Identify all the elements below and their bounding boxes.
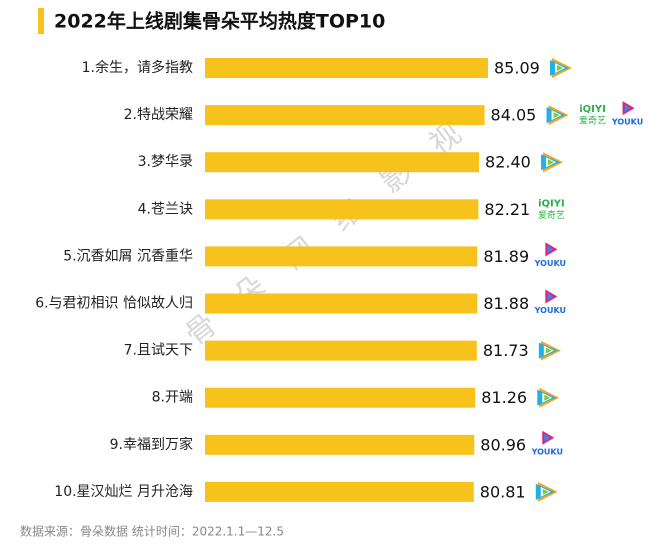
value-label: 81.89 — [483, 247, 529, 266]
category-label: 3.梦华录 — [138, 154, 193, 170]
value-label: 81.26 — [481, 388, 527, 407]
youku-icon — [547, 292, 554, 301]
bar — [205, 340, 477, 361]
iqiyi-logo: 爱奇艺 — [579, 115, 606, 127]
iqiyi-logo: iQIYI — [538, 198, 565, 209]
value-label: 82.40 — [485, 153, 531, 172]
bar — [205, 481, 474, 502]
tencent-icon — [553, 112, 560, 119]
category-label: 9.幸福到万家 — [110, 436, 193, 453]
platform-icons — [535, 481, 558, 502]
tencent-icon — [548, 159, 555, 166]
youku-logo: YOUKU — [534, 259, 566, 268]
value-label: 81.88 — [483, 294, 529, 313]
value-label: 84.05 — [491, 106, 537, 125]
platform-icons — [550, 58, 573, 78]
title-accent — [38, 8, 44, 34]
category-label: 8.开端 — [152, 390, 193, 406]
bar — [205, 105, 485, 126]
tencent-icon — [557, 65, 564, 71]
platform-icons — [541, 152, 564, 173]
source-note: 数据来源：骨朵数据 统计时间：2022.1.1—12.5 — [20, 524, 284, 539]
tencent-icon — [544, 394, 551, 401]
category-label: 1.余生，请多指教 — [82, 59, 193, 76]
category-label: 7.且试天下 — [124, 343, 193, 359]
platform-icons: YOUKU — [531, 430, 563, 456]
youku-icon — [624, 104, 631, 113]
youku-logo: YOUKU — [611, 118, 643, 127]
youku-logo: YOUKU — [534, 306, 566, 315]
youku-icon — [547, 245, 554, 254]
category-label: 2.特战荣耀 — [124, 107, 193, 123]
youku-logo: YOUKU — [531, 447, 563, 456]
platform-icons: YOUKU — [534, 289, 566, 315]
iqiyi-logo: 爱奇艺 — [538, 209, 565, 221]
watermark: 骨朵网络影视 — [179, 116, 468, 353]
bar — [205, 246, 478, 267]
platform-icons — [538, 340, 561, 361]
bar — [205, 152, 480, 173]
category-label: 10.星汉灿烂 月升沧海 — [54, 483, 193, 500]
bar — [205, 434, 475, 455]
bar — [205, 293, 478, 314]
platform-icons: YOUKU — [534, 242, 566, 268]
category-label: 5.沉香如屑 沉香重华 — [63, 248, 193, 264]
category-label: 6.与君初相识 恰似故人归 — [35, 295, 193, 312]
value-label: 82.21 — [484, 200, 530, 219]
bar — [205, 387, 476, 408]
bar — [205, 58, 489, 78]
tencent-icon — [545, 347, 552, 354]
category-label: 4.苍兰诀 — [138, 201, 193, 217]
tencent-icon — [542, 488, 549, 495]
value-label: 81.73 — [483, 341, 529, 360]
bar — [205, 199, 479, 220]
value-label: 80.81 — [480, 482, 526, 501]
value-label: 85.09 — [494, 59, 540, 78]
iqiyi-logo: iQIYI — [579, 104, 606, 115]
value-label: 80.96 — [480, 435, 526, 454]
chart-title: 2022年上线剧集骨朵平均热度TOP10 — [54, 10, 385, 33]
platform-icons — [537, 387, 560, 408]
youku-icon — [544, 433, 551, 442]
